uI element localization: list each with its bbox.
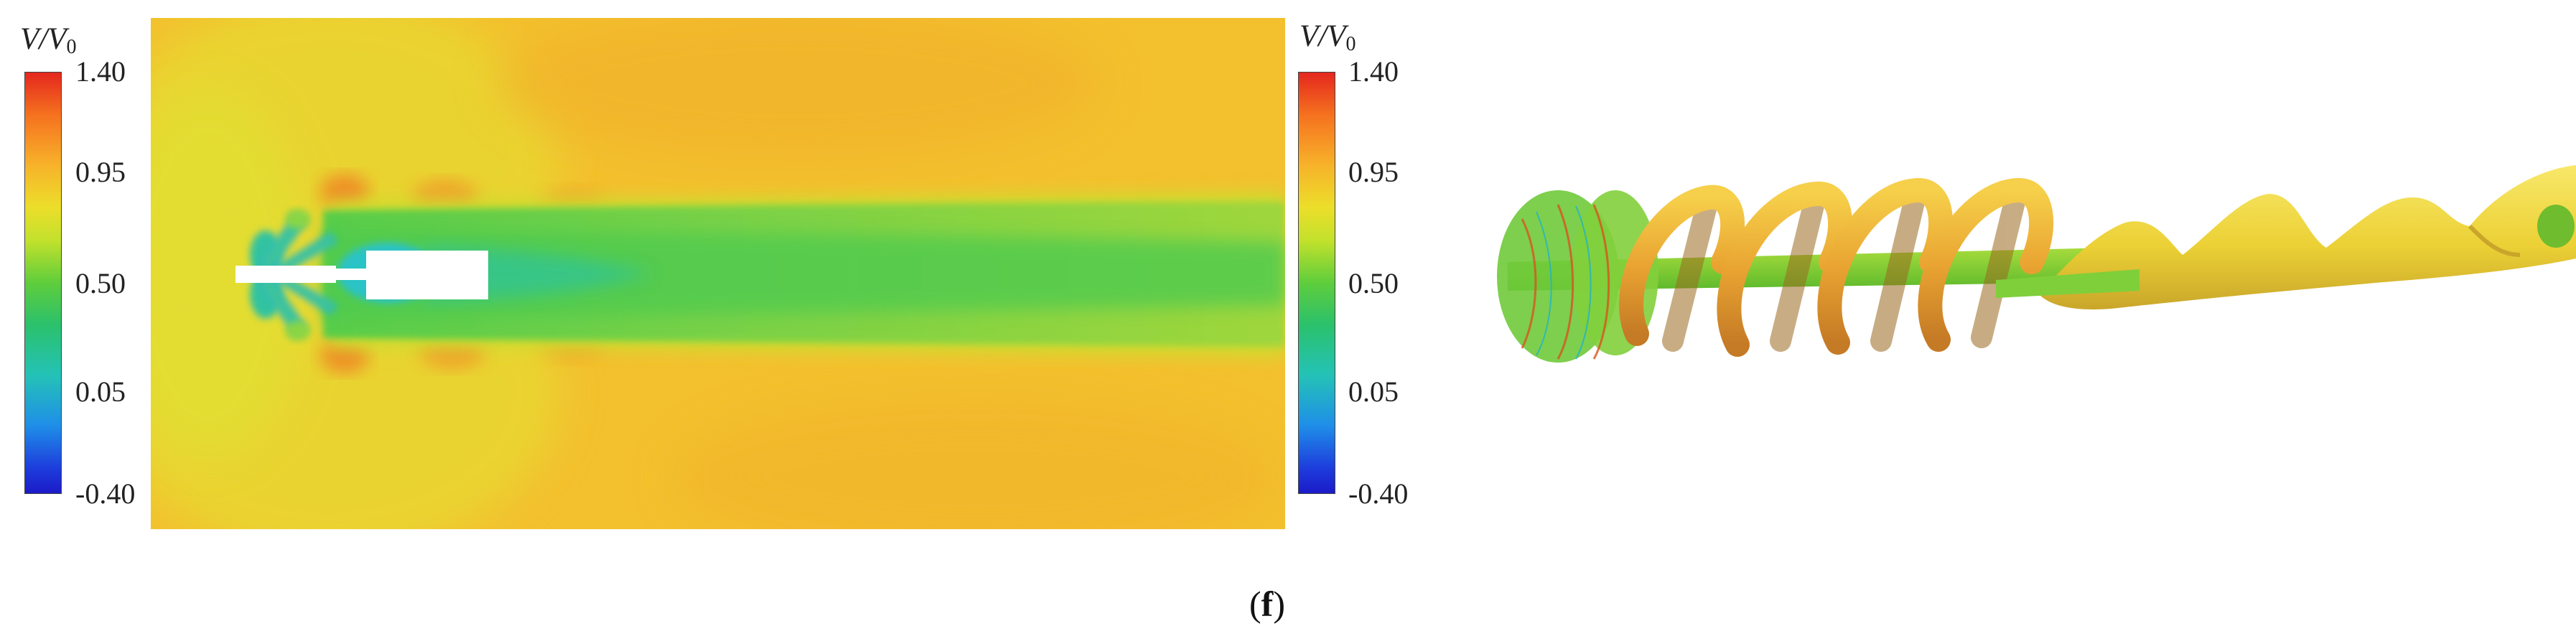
figure-caption: (f) <box>1249 584 1285 624</box>
colorbar-tick-label: 0.50 <box>75 267 126 299</box>
colorbar-tick-label: 0.05 <box>75 376 126 408</box>
colorbar-gradient <box>24 72 62 494</box>
vortex-isosurface-image <box>1493 154 2576 413</box>
colorbar-tick-label: 0.05 <box>1348 376 1399 408</box>
colorbar-title: V/V0 <box>1299 19 1356 55</box>
colorbar-tick-label: -0.40 <box>75 477 136 510</box>
colorbar-gradient <box>1298 72 1335 494</box>
velocity-contour-plot <box>151 18 1285 529</box>
colorbar-tick-label: 1.40 <box>1348 55 1399 88</box>
colorbar-tick-label: 1.40 <box>75 55 126 88</box>
colorbar-title: V/V0 <box>20 22 77 58</box>
colorbar-tick-label: -0.40 <box>1348 477 1409 510</box>
colorbar-tick-label: 0.50 <box>1348 267 1399 299</box>
colorbar-tick-label: 0.95 <box>1348 156 1399 188</box>
colorbar-tick-label: 0.95 <box>75 156 126 188</box>
